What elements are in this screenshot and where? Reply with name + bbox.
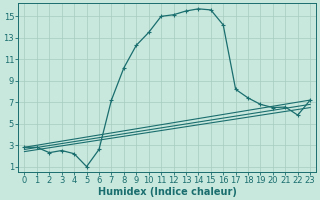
X-axis label: Humidex (Indice chaleur): Humidex (Indice chaleur) [98, 187, 237, 197]
